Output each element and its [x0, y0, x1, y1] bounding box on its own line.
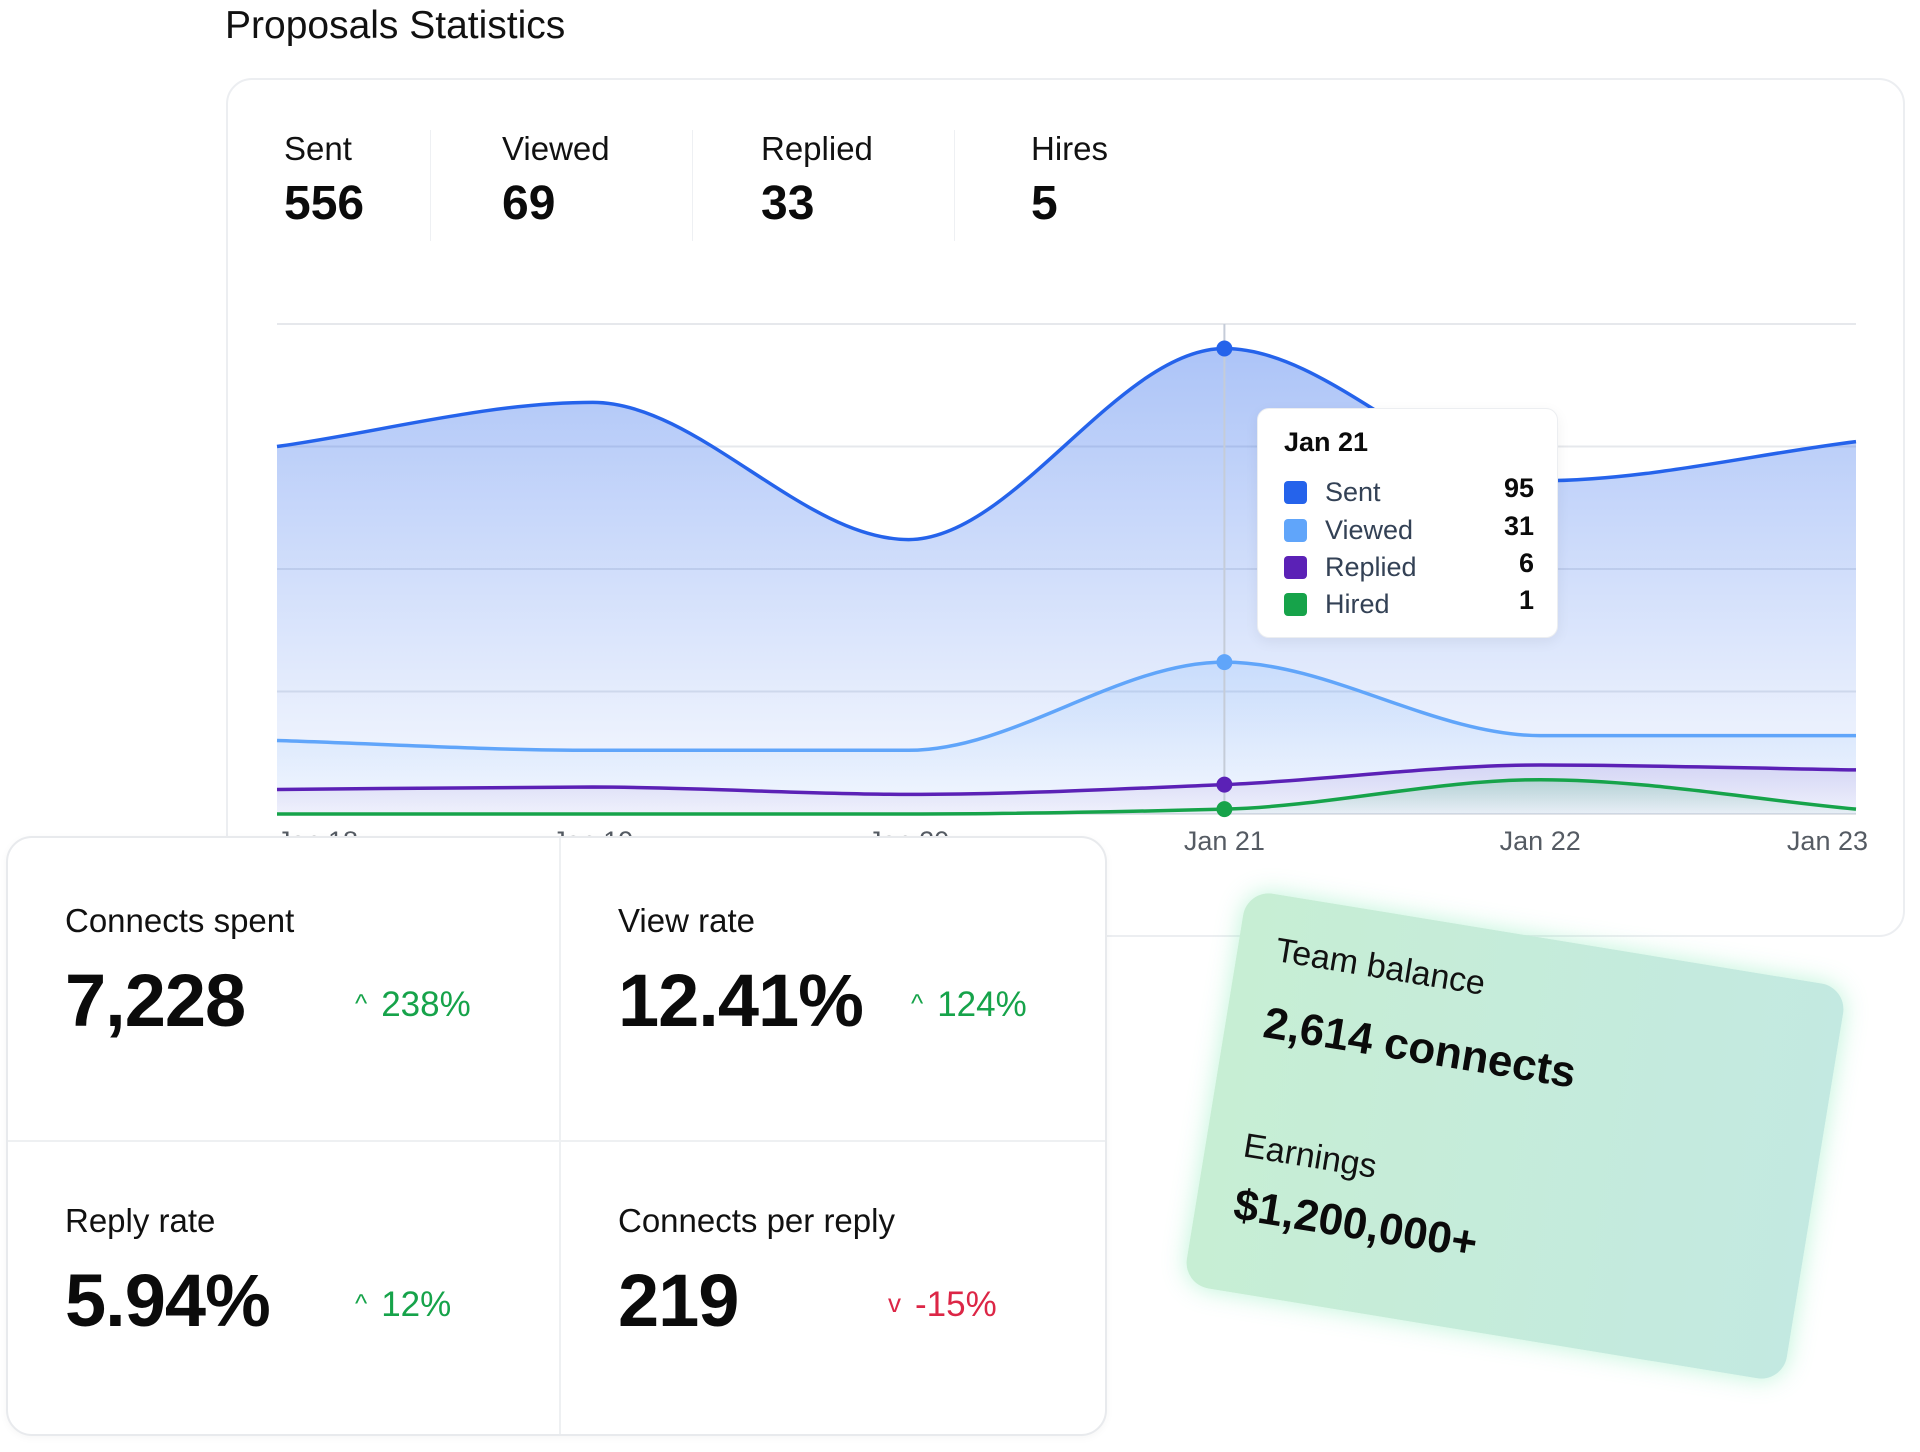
kpi-value: 219 — [618, 1259, 739, 1342]
stat-value: 556 — [284, 177, 365, 230]
kpi-label: Reply rate — [65, 1202, 216, 1239]
point-viewed — [1216, 654, 1233, 671]
kpi-value: 5.94% — [65, 1259, 271, 1342]
chevron-down-icon: v — [888, 1288, 901, 1318]
stat-value: 69 — [502, 177, 556, 230]
stat-hires: Hires 5 — [1031, 130, 1108, 231]
tooltip-title: Jan 21 — [1284, 427, 1369, 457]
stat-sent: Sent 556 — [284, 130, 364, 231]
chevron-up-icon: ^ — [911, 988, 924, 1018]
line-replied — [276, 763, 1857, 797]
viewed-swatch-icon — [1284, 519, 1307, 542]
sent-swatch-icon — [1284, 481, 1307, 504]
chart-tooltip: Jan 21 Sent 95 Viewed 31 Replied 6 Hired… — [1257, 408, 1558, 638]
stat-label: Hires — [1031, 130, 1109, 167]
kpi-label: Connects per reply — [618, 1202, 895, 1239]
tooltip-value: 6 — [1518, 548, 1534, 578]
line-sent — [276, 346, 1857, 542]
x-tick-label: Jan 23 — [1787, 826, 1868, 856]
team-balance-value: 2,614 connects — [1260, 998, 1580, 1098]
stat-viewed: Viewed 69 — [502, 130, 610, 231]
area-hired — [277, 779, 1856, 814]
divider — [430, 130, 431, 241]
divider — [692, 130, 693, 241]
tooltip-value: 31 — [1503, 511, 1534, 541]
stat-replied: Replied 33 — [761, 130, 873, 231]
tooltip-value: 1 — [1518, 585, 1534, 615]
divider — [559, 838, 561, 1434]
hired-swatch-icon — [1284, 593, 1307, 616]
point-sent — [1216, 340, 1233, 357]
x-tick-label: Jan 21 — [1184, 826, 1265, 856]
kpi-change: v -15% — [888, 1285, 997, 1324]
line-hired — [276, 777, 1857, 816]
stat-value: 33 — [761, 177, 815, 230]
kpi-value: 12.41% — [618, 959, 864, 1042]
divider — [8, 1140, 1105, 1142]
tooltip-label: Sent — [1325, 477, 1381, 507]
point-hired — [1216, 801, 1233, 818]
tooltip-label: Viewed — [1325, 515, 1414, 545]
kpi-change: ^ 124% — [911, 985, 1027, 1024]
team-balance-label: Team balance — [1272, 931, 1488, 1003]
earnings-label: Earnings — [1240, 1126, 1380, 1186]
tooltip-label: Hired — [1325, 589, 1390, 619]
stat-label: Sent — [284, 130, 352, 167]
line-viewed — [276, 660, 1856, 753]
kpi-label: View rate — [618, 902, 755, 939]
stat-label: Viewed — [502, 130, 610, 167]
stat-value: 5 — [1031, 177, 1058, 230]
tooltip-row-hired: Hired 1 — [1284, 585, 1534, 619]
page-title: Proposals Statistics — [225, 4, 566, 47]
kpi-change: ^ 238% — [355, 985, 471, 1024]
tooltip-value: 95 — [1503, 473, 1534, 503]
chevron-up-icon: ^ — [355, 988, 368, 1018]
kpi-change: ^ 12% — [355, 1285, 452, 1324]
x-tick-label: Jan 22 — [1500, 826, 1581, 856]
chevron-up-icon: ^ — [355, 1288, 368, 1318]
divider — [954, 130, 955, 241]
tooltip-row-replied: Replied 6 — [1284, 548, 1534, 582]
earnings-value: $1,200,000+ — [1230, 1179, 1481, 1268]
kpi-label: Connects spent — [65, 902, 295, 939]
point-replied — [1216, 776, 1233, 793]
team-balance-card: Team balance 2,614 connects Earnings $1,… — [1182, 889, 1848, 1383]
replied-swatch-icon — [1284, 556, 1307, 579]
tooltip-label: Replied — [1325, 552, 1417, 582]
tooltip-row-sent: Sent 95 — [1284, 473, 1534, 507]
kpi-value: 7,228 — [65, 959, 246, 1042]
tooltip-row-viewed: Viewed 31 — [1284, 511, 1534, 545]
kpi-card: Connects spent 7,228 ^ 238% View rate 12.… — [6, 836, 1107, 1436]
stat-label: Replied — [761, 130, 873, 167]
